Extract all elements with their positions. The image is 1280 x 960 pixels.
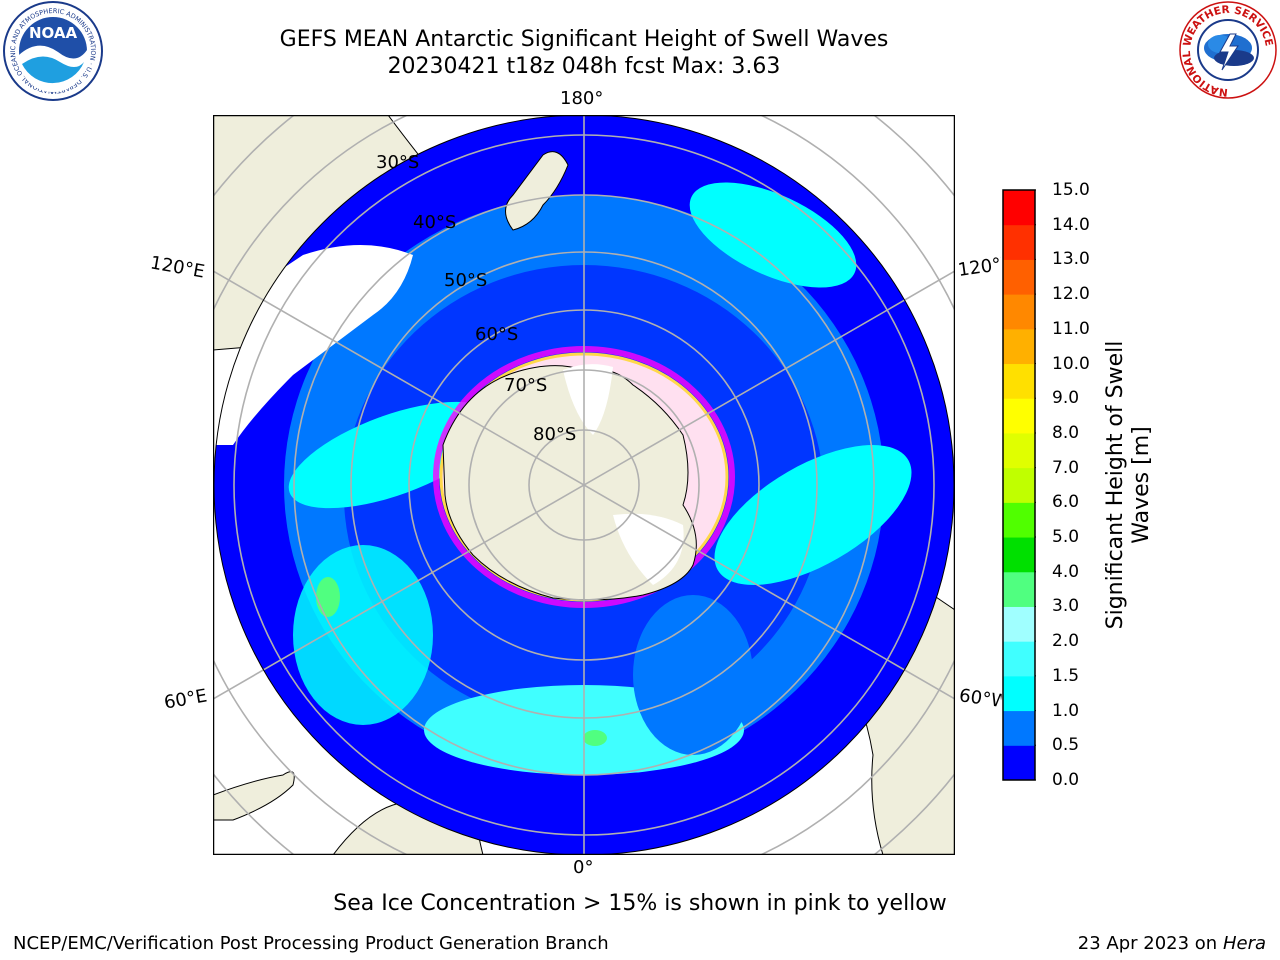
footer-date: 23 Apr 2023 on Hera — [1078, 933, 1266, 954]
colorbar-swatch — [1003, 398, 1035, 434]
colorbar-tick-label: 1.5 — [1052, 665, 1080, 686]
chart-subtitle: 20230421 t18z 048h fcst Max: 3.63 — [387, 54, 781, 79]
land-lower-left-island — [213, 771, 295, 821]
swell-patch-high-1 — [316, 577, 340, 617]
colorbar-tick-label: 13.0 — [1052, 249, 1090, 270]
colorbar-label: Significant Height of Swell Waves [m] — [1103, 305, 1155, 665]
ross-ice-shelf — [563, 364, 613, 435]
colorbar-tick-label: 7.0 — [1052, 457, 1080, 478]
label-lat-70: 70°S — [504, 375, 548, 396]
colorbar-label-line1: Significant Height of Swell — [1103, 340, 1128, 630]
colorbar-swatch — [1003, 571, 1035, 607]
colorbar-tick-label: 1.0 — [1052, 700, 1080, 721]
label-lat-60: 60°S — [475, 324, 519, 345]
chart-title: GEFS MEAN Antarctic Significant Height o… — [279, 27, 889, 52]
colorbar-tick-label: 9.0 — [1052, 388, 1080, 409]
footer-date-text: 23 Apr 2023 on — [1077, 933, 1218, 954]
map-frame — [213, 115, 955, 855]
colorbar-swatch — [1003, 294, 1035, 330]
colorbar-tick-label: 15.0 — [1052, 180, 1090, 200]
colorbar-tick-label: 3.0 — [1052, 596, 1080, 617]
colorbar — [1002, 189, 1036, 781]
colorbar-swatch — [1003, 537, 1035, 573]
colorbar-swatch — [1003, 606, 1035, 642]
label-lat-80: 80°S — [533, 424, 577, 445]
colorbar-swatch — [1003, 259, 1035, 295]
colorbar-frame — [1002, 189, 1036, 781]
label-lat-30: 30°S — [376, 152, 420, 173]
swell-patch-5 — [689, 182, 857, 288]
colorbar-swatch — [1003, 641, 1035, 677]
label-lat-40: 40°S — [413, 212, 457, 233]
nws-logo: NATIONAL WEATHER SERVICE — [1179, 1, 1277, 99]
colorbar-swatch — [1003, 675, 1035, 712]
label-lon-180: 180° — [560, 88, 604, 109]
colorbar-tick-label: 2.0 — [1052, 631, 1080, 652]
colorbar-tick-label: 10.0 — [1052, 353, 1090, 374]
noaa-logo: NATIONAL OCEANIC AND ATMOSPHERIC ADMINIS… — [0, 0, 103, 101]
colorbar-tick-label: 5.0 — [1052, 527, 1080, 548]
colorbar-tick-label: 12.0 — [1052, 284, 1090, 305]
colorbar-tick-label: 11.0 — [1052, 318, 1090, 339]
colorbar-swatch — [1003, 190, 1035, 226]
colorbar-tick-label: 6.0 — [1052, 492, 1080, 513]
colorbar-tick-label: 4.0 — [1052, 561, 1080, 582]
colorbar-swatch — [1003, 363, 1035, 399]
colorbar-swatch — [1003, 745, 1035, 781]
land-new-zealand — [505, 151, 569, 231]
colorbar-tick-label: 14.0 — [1052, 214, 1090, 235]
colorbar-tick-label: 0.0 — [1052, 770, 1080, 790]
graticule — [213, 115, 955, 855]
colorbar-swatch — [1003, 502, 1035, 538]
colorbar-swatch — [1003, 224, 1035, 260]
label-lat-50: 50°S — [444, 270, 488, 291]
map-caption: Sea Ice Concentration > 15% is shown in … — [333, 891, 947, 916]
polar-map — [213, 115, 955, 855]
colorbar-swatch — [1003, 328, 1035, 365]
swell-patch-4 — [293, 545, 433, 725]
label-lon-120e: 120°E — [148, 252, 207, 283]
colorbar-swatch — [1003, 710, 1035, 746]
colorbar-tick-label: 0.5 — [1052, 735, 1080, 756]
swell-patch-1 — [714, 445, 912, 585]
colorbar-tick-label: 8.0 — [1052, 422, 1080, 443]
noaa-logo-text: NOAA — [29, 24, 78, 42]
label-lon-0: 0° — [573, 857, 594, 878]
swell-patch-high-2 — [583, 730, 607, 746]
colorbar-label-line2: Waves [m] — [1129, 426, 1154, 544]
colorbar-swatch — [1003, 432, 1035, 469]
label-lon-60e: 60°E — [162, 685, 209, 714]
footer-machine: Hera — [1222, 933, 1266, 954]
label-lon-120w: 120°W — [956, 255, 1004, 281]
colorbar-swatch — [1003, 467, 1035, 503]
footer-credit: NCEP/EMC/Verification Post Processing Pr… — [13, 933, 609, 954]
swell-patch-6 — [633, 595, 753, 755]
label-lon-60w: 60°W — [957, 686, 1003, 712]
